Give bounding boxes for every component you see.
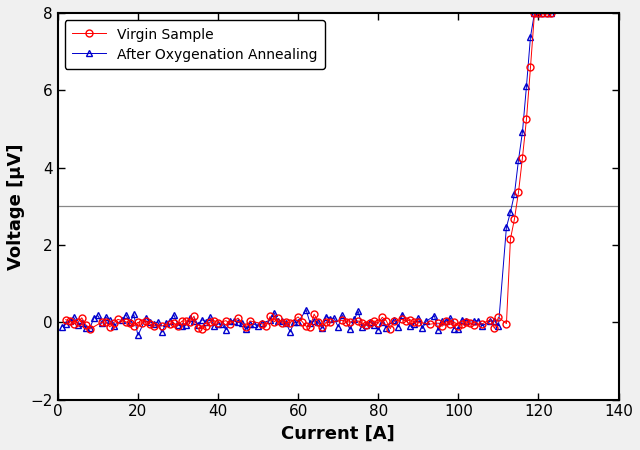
Virgin Sample [62,317,70,322]
Line: Virgin Sample: Virgin Sample [62,9,554,333]
Legend: Virgin Sample, After Oxygenation Annealing: Virgin Sample, After Oxygenation Anneali… [65,20,325,69]
Virgin Sample [86,326,93,332]
Line: After Oxygenation Annealing: After Oxygenation Annealing [58,9,554,339]
Virgin Sample [102,319,109,324]
After Oxygenation Annealing [326,316,334,321]
Virgin Sample [294,314,302,319]
Virgin Sample [531,10,538,16]
After Oxygenation Annealing [438,319,446,324]
After Oxygenation Annealing [531,10,538,16]
After Oxygenation Annealing [539,10,547,16]
Virgin Sample [438,324,446,329]
Virgin Sample [186,320,194,325]
Virgin Sample [547,10,554,16]
After Oxygenation Annealing [58,324,65,329]
After Oxygenation Annealing [134,333,141,338]
X-axis label: Current [A]: Current [A] [282,425,395,443]
After Oxygenation Annealing [383,325,390,330]
After Oxygenation Annealing [226,318,234,324]
Virgin Sample [406,317,414,323]
Y-axis label: Voltage [μV]: Voltage [μV] [7,143,25,270]
After Oxygenation Annealing [410,321,418,327]
After Oxygenation Annealing [547,10,554,16]
Virgin Sample [362,323,370,328]
